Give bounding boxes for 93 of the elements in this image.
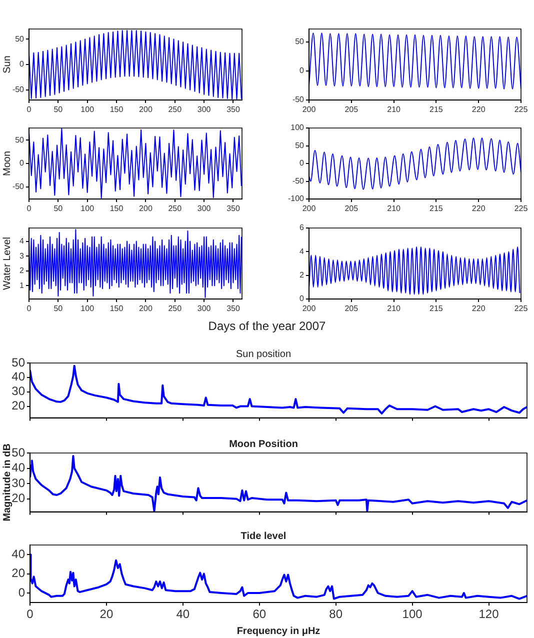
y-tick-label: 3: [20, 251, 25, 260]
y-tick-label: 50: [295, 140, 305, 150]
y-tick-label: 40: [12, 460, 26, 475]
x-tick-label: 20: [100, 607, 114, 622]
y-tick-label: 100: [290, 123, 305, 132]
x-tick-label: 0: [26, 204, 32, 214]
y-axis-title: Moon: [2, 150, 13, 176]
y-tick-label: 2: [20, 266, 25, 276]
x-tick-label: 120: [478, 607, 500, 622]
y-axis-title: Magnitude in dB: [2, 444, 13, 522]
y-tick-label: -50: [292, 176, 305, 186]
y-tick-label: 50: [295, 37, 305, 46]
x-tick-label: 215: [430, 304, 444, 314]
y-tick-label: 20: [12, 398, 26, 413]
x-tick-label: 150: [110, 105, 124, 114]
y-tick-label: 6: [300, 223, 305, 232]
x-tick-label: 200: [139, 204, 153, 214]
y-tick-label: 0: [20, 158, 25, 168]
chart-title: Moon Position: [229, 438, 298, 450]
y-tick-label: 4: [20, 236, 25, 246]
x-tick-label: 200: [139, 304, 153, 314]
x-tick-label: 225: [514, 105, 528, 114]
y-tick-label: -50: [292, 95, 305, 104]
x-tick-label: 50: [54, 304, 64, 314]
y-axis-title: Water Level: [2, 237, 13, 290]
x-tick-label: 300: [197, 304, 212, 314]
x-tick-label: 210: [387, 204, 402, 214]
y-tick-label: 4: [300, 246, 305, 256]
x-tick-label: 225: [514, 304, 528, 314]
y-tick-label: 40: [12, 370, 26, 384]
x-tick-label: 210: [387, 105, 402, 114]
x-tick-label: 150: [110, 204, 124, 214]
y-tick-label: 0: [300, 294, 305, 304]
x-tick-label: 150: [110, 304, 124, 314]
line-series: [309, 246, 520, 295]
x-tick-label: 210: [387, 304, 402, 314]
x-tick-label: 220: [472, 204, 486, 214]
line-series: [309, 32, 521, 90]
x-tick-label: 205: [344, 204, 359, 214]
chart-title: Tide level: [240, 530, 286, 542]
x-tick-label: 220: [472, 105, 486, 114]
y-tick-label: 20: [12, 491, 26, 506]
x-axis-title: Frequency in μHz: [236, 626, 320, 637]
x-tick-label: 300: [197, 105, 212, 114]
x-tick-label: 0: [26, 304, 32, 314]
y-tick-label: 50: [15, 135, 25, 144]
x-tick-label: 50: [54, 105, 64, 114]
x-tick-label: 215: [430, 105, 444, 114]
y-tick-label: -50: [12, 85, 25, 94]
y-tick-label: 50: [12, 355, 26, 370]
x-tick-label: 80: [329, 607, 343, 622]
x-tick-label: 220: [472, 304, 486, 314]
x-tick-label: 200: [139, 105, 153, 114]
y-tick-label: -100: [288, 194, 305, 204]
x-tick-label: 205: [344, 105, 359, 114]
x-tick-label: 250: [168, 105, 182, 114]
x-tick-label: 100: [402, 607, 423, 622]
x-tick-label: 200: [302, 105, 316, 114]
x-tick-label: 100: [80, 105, 95, 114]
x-tick-label: 100: [80, 204, 95, 214]
x-tick-label: 300: [197, 204, 212, 214]
x-tick-label: 50: [54, 204, 64, 214]
x-tick-label: 350: [226, 204, 240, 214]
x-tick-label: 250: [168, 304, 182, 314]
x-tick-label: 350: [226, 105, 240, 114]
line-series: [309, 137, 521, 190]
y-tick-label: 50: [12, 445, 26, 460]
x-tick-label: 215: [430, 204, 444, 214]
y-tick-label: 2: [300, 270, 305, 280]
x-tick-label: 200: [302, 304, 316, 314]
x-axis-title: Days of the year 2007: [207, 319, 327, 333]
y-tick-label: 40: [12, 546, 26, 561]
y-tick-label: 1: [20, 280, 25, 290]
x-tick-label: 250: [168, 204, 182, 214]
y-tick-label: 0: [20, 60, 25, 69]
x-tick-label: 100: [80, 304, 95, 314]
y-tick-label: 0: [300, 158, 305, 168]
y-tick-label: -50: [12, 182, 25, 192]
y-tick-label: 50: [15, 34, 25, 44]
y-tick-label: 0: [300, 66, 305, 76]
y-tick-label: 20: [12, 566, 26, 580]
y-axis-title: Sun: [2, 56, 13, 74]
x-tick-label: 60: [252, 607, 266, 622]
x-tick-label: 225: [514, 204, 528, 214]
x-tick-label: 40: [176, 607, 190, 622]
x-tick-label: 350: [226, 304, 240, 314]
y-tick-label: 30: [12, 384, 26, 398]
x-tick-label: 200: [302, 204, 316, 214]
chart-title: Sun position: [236, 348, 292, 360]
x-tick-label: 205: [344, 304, 359, 314]
y-tick-label: 30: [12, 476, 26, 490]
x-tick-label: 0: [26, 105, 32, 114]
y-tick-label: 0: [18, 585, 26, 600]
